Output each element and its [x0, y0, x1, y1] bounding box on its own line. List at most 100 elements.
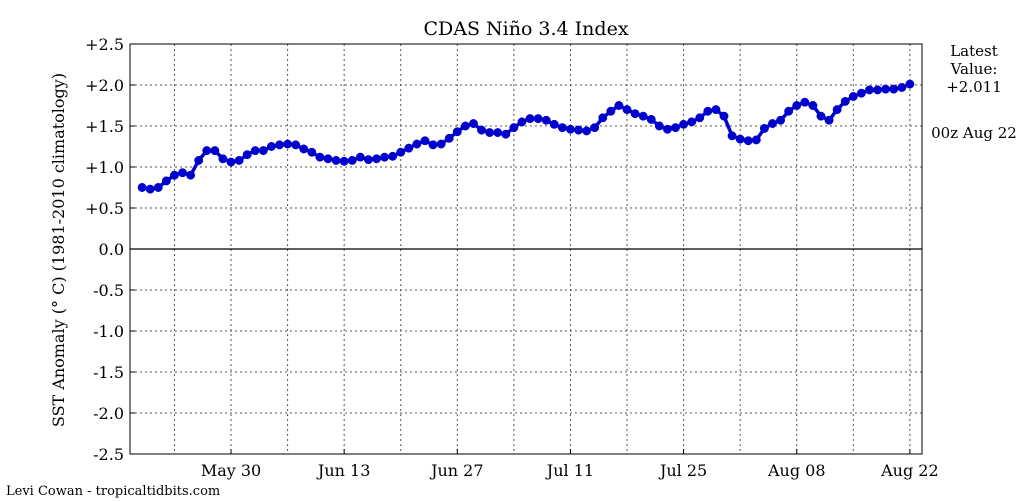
data-point — [590, 123, 600, 133]
data-point — [622, 105, 632, 115]
data-point — [372, 154, 381, 164]
data-point — [477, 125, 487, 135]
data-point — [743, 136, 753, 146]
data-point — [469, 119, 478, 128]
data-point — [202, 146, 212, 156]
data-point — [153, 183, 163, 192]
data-point — [137, 183, 147, 192]
data-point — [630, 109, 640, 119]
data-point — [444, 133, 454, 143]
data-point — [873, 85, 883, 95]
data-point — [178, 168, 187, 178]
data-point — [485, 128, 495, 138]
data-point — [339, 156, 349, 166]
data-point — [509, 123, 519, 133]
data-point — [291, 140, 301, 150]
data-point — [258, 146, 268, 156]
data-point — [727, 131, 737, 141]
data-point — [905, 79, 915, 89]
data-point — [840, 96, 850, 106]
data-point — [816, 111, 826, 121]
x-tick-label: Aug 08 — [767, 461, 826, 480]
data-point — [784, 106, 794, 116]
data-point — [283, 139, 293, 149]
series-line — [141, 82, 911, 191]
y-tick-label: +1.0 — [85, 158, 124, 177]
data-point — [412, 139, 422, 149]
latest-label-line1: Latest — [950, 42, 998, 60]
y-tick-layer: +2.5 +2.0 +1.5 +1.0 +0.5 0.0 -0.5 -1.0 -1.5 -2.0 -… — [85, 35, 135, 464]
x-tick-label: May 30 — [201, 461, 261, 480]
data-point — [654, 121, 664, 131]
x-tick-label: Jul 11 — [545, 461, 594, 480]
data-point — [460, 121, 470, 131]
series-layer — [137, 79, 915, 194]
data-point — [776, 115, 786, 125]
data-point — [388, 151, 398, 161]
data-point — [266, 142, 276, 151]
data-point — [323, 154, 333, 164]
data-point — [808, 101, 818, 110]
data-point — [363, 155, 373, 165]
data-point — [687, 117, 697, 127]
data-point — [210, 146, 220, 156]
data-point — [549, 119, 559, 129]
data-point — [380, 152, 390, 162]
data-point — [452, 127, 462, 137]
x-tick-label: Jun 27 — [429, 461, 483, 480]
data-point — [145, 184, 155, 194]
data-point — [355, 152, 365, 162]
y-tick-label: -0.5 — [93, 281, 124, 300]
data-point — [428, 140, 438, 150]
data-point — [501, 129, 511, 139]
data-point — [598, 113, 608, 123]
data-point — [759, 124, 769, 133]
y-axis-label: SST Anomaly (° C) (1981-2010 climatology… — [49, 73, 68, 427]
latest-annotation: Latest Value: +2.011 — [928, 42, 1020, 96]
data-point — [565, 124, 575, 134]
data-point — [719, 111, 729, 121]
x-tick-label: Aug 22 — [880, 461, 939, 480]
data-point — [735, 134, 745, 144]
data-point — [533, 114, 543, 124]
data-point — [768, 119, 777, 128]
data-point — [638, 111, 648, 121]
data-point — [703, 106, 713, 116]
credit-text: Levi Cowan - tropicaltidbits.com — [6, 484, 221, 499]
data-point — [792, 101, 802, 110]
data-point — [517, 117, 527, 127]
data-point — [396, 147, 406, 157]
data-point — [331, 155, 341, 165]
x-tick-label: Jun 13 — [316, 461, 370, 480]
data-point — [242, 150, 252, 160]
data-point — [234, 155, 244, 165]
data-point — [420, 136, 430, 146]
data-point — [493, 128, 503, 138]
data-point — [194, 155, 204, 165]
y-tick-label: +2.5 — [85, 35, 124, 54]
data-point — [275, 140, 284, 150]
data-point — [169, 170, 179, 180]
y-tick-label: +1.5 — [85, 117, 124, 136]
data-point — [889, 84, 899, 94]
data-point — [574, 125, 583, 135]
data-point — [582, 126, 592, 136]
data-point — [711, 105, 721, 115]
y-tick-label: 0.0 — [99, 240, 124, 259]
chart-title: CDAS Niño 3.4 Index — [423, 18, 628, 40]
data-point — [525, 114, 535, 124]
data-point — [541, 115, 551, 125]
data-point — [250, 146, 260, 156]
data-point — [824, 115, 834, 125]
data-point — [307, 147, 317, 157]
y-tick-label: +0.5 — [85, 199, 124, 218]
data-point — [881, 84, 891, 94]
data-point — [347, 155, 357, 165]
data-point — [662, 124, 672, 134]
data-point — [832, 105, 842, 115]
data-point — [161, 176, 171, 186]
data-point — [315, 152, 325, 162]
data-point — [614, 101, 624, 110]
data-point — [404, 143, 414, 153]
